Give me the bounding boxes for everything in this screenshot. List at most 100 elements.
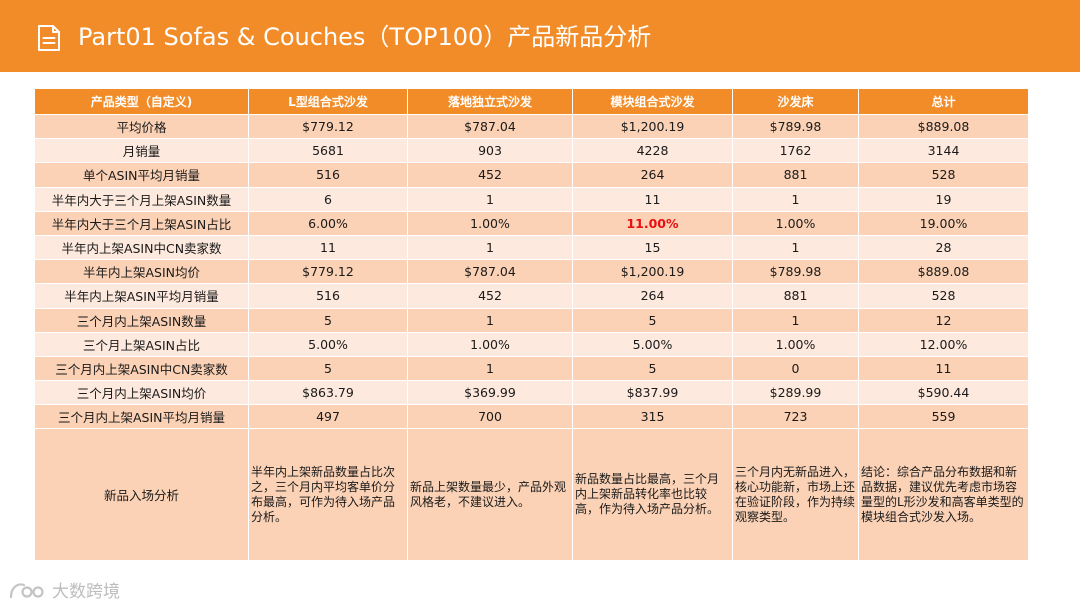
row-label: 三个月内上架ASIN数量 [34,307,249,333]
table-cell: 1 [732,186,859,212]
table-cell: $837.99 [572,380,733,406]
table-cell: 1 [407,355,573,382]
row-label: 半年内上架ASIN平均月销量 [34,283,249,309]
table-cell: 452 [407,162,573,188]
watermark-text: 大数跨境 [52,582,120,602]
row-label: 单个ASIN平均月销量 [34,162,249,188]
page-title: Part01 Sofas & Couches（TOP100）产品新品分析 [78,23,652,51]
table-cell: 5.00% [572,331,733,357]
table-cell: 1.00% [732,210,859,236]
table-cell: 1 [732,234,859,261]
table-cell: 516 [248,283,408,309]
table-row: 平均价格 $779.12 $787.04 $1,200.19 $789.98 $… [34,113,1029,140]
row-label: 三个月上架ASIN占比 [34,331,249,357]
table-cell: $779.12 [248,113,408,140]
table-cell: 19.00% [858,210,1029,236]
table-cell: 5.00% [248,331,408,357]
row-label: 三个月内上架ASIN中CN卖家数 [34,355,249,382]
table-cell: 1 [407,186,573,212]
table-cell: 15 [572,234,733,261]
table-cell: 528 [858,162,1029,188]
table-cell: 11 [858,355,1029,382]
table-cell: 6 [248,186,408,212]
table-cell: 881 [732,283,859,309]
table-cell: 11 [248,234,408,261]
table-row: 单个ASIN平均月销量 516 452 264 881 528 [34,162,1029,188]
title-bar: Part01 Sofas & Couches（TOP100）产品新品分析 [0,0,1080,72]
analysis-text: 半年内上架新品数量占比次之，三个月内平均客单价分布最高，可作为待入场产品分析。 [248,428,408,562]
table-cell: 5 [248,307,408,333]
table-header-row: 产品类型（自定义) L型组合式沙发 落地独立式沙发 模块组合式沙发 沙发床 总计 [34,88,1029,115]
row-label: 半年内上架ASIN中CN卖家数 [34,234,249,261]
table-cell: $369.99 [407,380,573,406]
table-cell: 315 [572,404,733,430]
table-cell: $1,200.19 [572,259,733,285]
column-header: L型组合式沙发 [248,88,408,115]
table-cell: 700 [407,404,573,430]
table-cell: 12.00% [858,331,1029,357]
table-cell: 516 [248,162,408,188]
table-cell: 4228 [572,138,733,164]
table-cell: 5 [572,355,733,382]
table-row: 三个月内上架ASIN中CN卖家数 5 1 5 0 11 [34,355,1029,382]
table-cell: 723 [732,404,859,430]
table-cell: $863.79 [248,380,408,406]
table-cell: 497 [248,404,408,430]
table-cell: $889.08 [858,259,1029,285]
table-cell: $289.99 [732,380,859,406]
table-row: 三个月内上架ASIN均价 $863.79 $369.99 $837.99 $28… [34,380,1029,406]
table-cell: 11 [572,186,733,212]
table-cell: 5 [248,355,408,382]
document-icon [38,25,60,51]
table-cell: 1 [407,307,573,333]
row-label: 三个月内上架ASIN平均月销量 [34,404,249,430]
table-cell: 1 [732,307,859,333]
table-cell: 264 [572,283,733,309]
table-cell: 1 [407,234,573,261]
table-row: 半年内上架ASIN平均月销量 516 452 264 881 528 [34,283,1029,309]
table-cell: 264 [572,162,733,188]
row-label: 半年内大于三个月上架ASIN占比 [34,210,249,236]
column-header: 落地独立式沙发 [407,88,573,115]
column-header: 总计 [858,88,1029,115]
table-cell: $1,200.19 [572,113,733,140]
analysis-text: 新品上架数量最少，产品外观风格老，不建议进入。 [407,428,573,562]
table-cell: 528 [858,283,1029,309]
table-cell: 28 [858,234,1029,261]
column-header: 产品类型（自定义) [34,88,249,115]
table-row: 半年内上架ASIN中CN卖家数 11 1 15 1 28 [34,234,1029,261]
row-label: 平均价格 [34,113,249,140]
table-row: 三个月内上架ASIN平均月销量 497 700 315 723 559 [34,404,1029,430]
table-cell: $789.98 [732,113,859,140]
analysis-text: 三个月内无新品进入，核心功能新，市场上还在验证阶段，作为持续观察类型。 [732,428,859,562]
row-label: 半年内大于三个月上架ASIN数量 [34,186,249,212]
column-header: 沙发床 [732,88,859,115]
table-cell: 1.00% [732,331,859,357]
table-cell: 1762 [732,138,859,164]
analysis-label: 新品入场分析 [34,428,249,562]
table-cell: 881 [732,162,859,188]
table-cell: 6.00% [248,210,408,236]
brand-logo-icon [9,582,44,598]
row-label: 三个月内上架ASIN均价 [34,380,249,406]
table-cell: $789.98 [732,259,859,285]
table-cell: 559 [858,404,1029,430]
analysis-text: 结论：综合产品分布数据和新品数据，建议优先考虑市场容量型的L形沙发和高客单类型的… [858,428,1029,562]
table-row: 三个月上架ASIN占比 5.00% 1.00% 5.00% 1.00% 12.0… [34,331,1029,357]
table-cell: 0 [732,355,859,382]
table-row: 月销量 5681 903 4228 1762 3144 [34,138,1029,164]
table-row: 半年内大于三个月上架ASIN占比 6.00% 1.00% 11.00% 1.00… [34,210,1029,236]
table-cell: 903 [407,138,573,164]
table-row: 半年内上架ASIN均价 $779.12 $787.04 $1,200.19 $7… [34,259,1029,285]
table-cell: 3144 [858,138,1029,164]
table-cell: 1.00% [407,210,573,236]
table-cell: $590.44 [858,380,1029,406]
watermark: 大数跨境 [8,577,120,602]
table-row: 三个月内上架ASIN数量 5 1 5 1 12 [34,307,1029,333]
table-cell: 5 [572,307,733,333]
table-cell: $779.12 [248,259,408,285]
row-label: 半年内上架ASIN均价 [34,259,249,285]
table-row: 半年内大于三个月上架ASIN数量 6 1 11 1 19 [34,186,1029,212]
table-cell: 19 [858,186,1029,212]
